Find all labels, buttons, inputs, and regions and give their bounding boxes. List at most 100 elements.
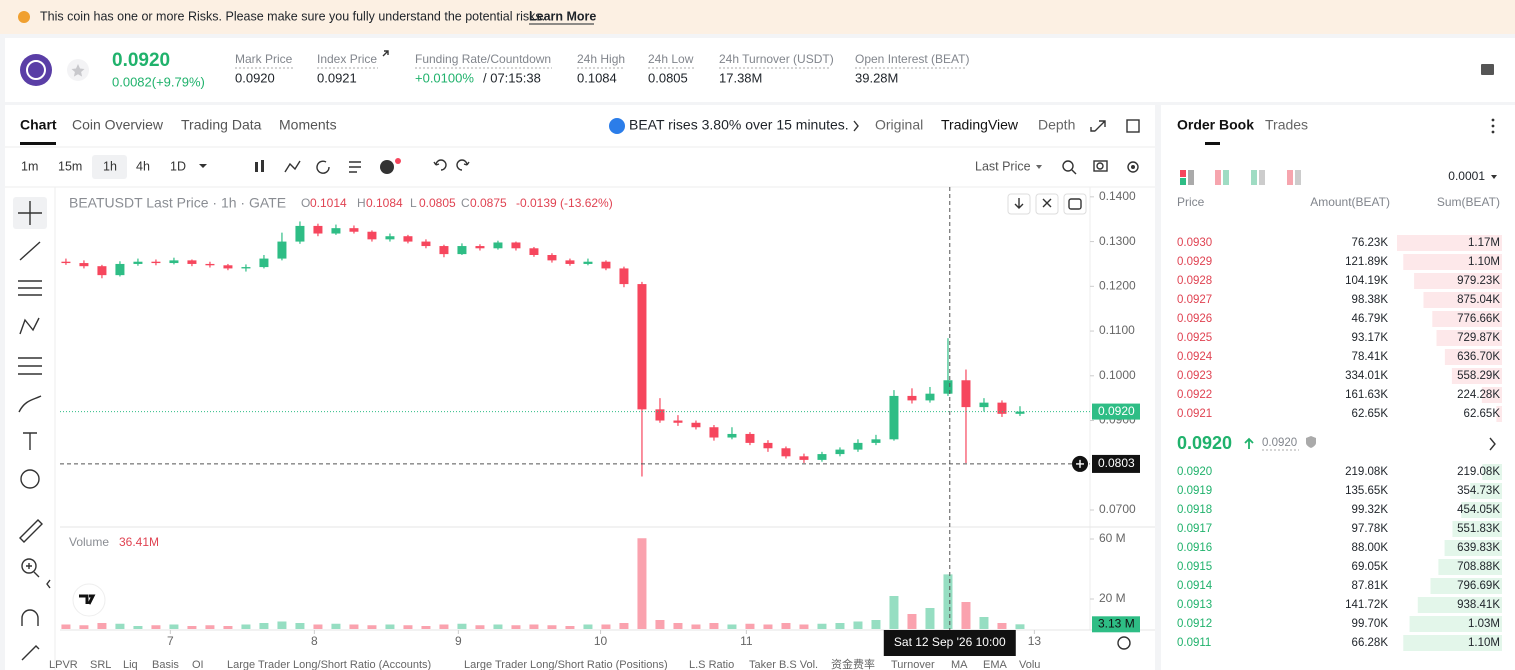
interval[interactable]: 4h [136, 159, 150, 173]
candle-body [169, 260, 179, 264]
interval[interactable]: 1m [21, 159, 38, 173]
indicator-tab[interactable]: SRL [90, 659, 111, 670]
banner-text: This coin has one or more Risks. Please … [40, 9, 545, 23]
indicator-tab[interactable]: Liq [123, 659, 138, 670]
candle-body [691, 422, 701, 428]
settings-icon[interactable] [1117, 636, 1131, 650]
indicator-tab[interactable]: OI [192, 659, 204, 670]
chart-tab[interactable]: Coin Overview [72, 117, 164, 133]
indicator-tab[interactable]: LPVR [49, 659, 78, 670]
tab-indicator [20, 142, 56, 145]
ob-amount: 76.23K [1352, 237, 1389, 249]
indicator-tab[interactable]: MA [951, 659, 968, 670]
ob-amount: 99.70K [1352, 618, 1389, 630]
stat-label: 24h Turnover (USDT) [719, 52, 834, 66]
expand-icon[interactable] [1090, 120, 1106, 132]
up-arrow [1244, 437, 1254, 449]
collapse-arrow[interactable] [46, 579, 51, 589]
view-tab[interactable]: Depth [1038, 117, 1075, 133]
candle-body [61, 261, 71, 264]
ob-header: Amount(BEAT) [1310, 195, 1390, 209]
window-icon[interactable] [1126, 119, 1140, 133]
view-tab[interactable]: TradingView [941, 117, 1019, 133]
indicator-tab[interactable]: Turnover [891, 659, 935, 670]
book-icon[interactable] [1481, 64, 1494, 75]
depth-bar [1432, 311, 1502, 327]
candle-body [997, 402, 1007, 414]
volume-bar [1015, 624, 1025, 629]
volume-bar [979, 617, 989, 629]
candle-body [853, 442, 863, 450]
candle-body [331, 228, 341, 234]
candle-body [403, 236, 413, 242]
candle-body [961, 380, 971, 408]
ob-amount: 97.78K [1352, 523, 1389, 535]
ob-sum: 224.28K [1457, 389, 1500, 401]
candle-body [367, 231, 377, 240]
volume-bar [601, 624, 611, 629]
candle-body [79, 263, 89, 267]
ob-tab[interactable]: Order Book [1177, 117, 1254, 133]
candle-body [115, 263, 125, 276]
volume-bar [673, 623, 683, 629]
indicator-tab[interactable]: EMA [983, 659, 1008, 670]
candle-body [385, 236, 395, 240]
indicator-tab[interactable]: Large Trader Long/Short Ratio (Accounts) [227, 659, 431, 670]
indicator-tab[interactable]: Basis [152, 659, 179, 670]
ob-price: 0.0919 [1177, 485, 1212, 497]
ob-price: 0.0913 [1177, 599, 1212, 611]
volume-bar [745, 623, 755, 629]
legend-buttons[interactable] [1007, 193, 1087, 215]
candle-body [457, 246, 467, 255]
depth-bar [1470, 483, 1502, 499]
candle-body [637, 284, 647, 410]
caret[interactable] [1491, 175, 1497, 179]
candle-body [223, 265, 233, 269]
volume-bar [709, 623, 719, 629]
risk-banner [0, 0, 1515, 34]
view-tab[interactable]: Original [875, 117, 923, 133]
depth-bar [1397, 235, 1502, 251]
chart-tab[interactable]: Trading Data [181, 117, 262, 133]
interval[interactable]: 1h [103, 159, 117, 173]
volume-bar [727, 624, 737, 629]
chart-tab[interactable]: Moments [279, 117, 337, 133]
banner-link[interactable]: Learn More [529, 9, 596, 23]
indicator-tab[interactable]: L.S Ratio [689, 659, 734, 670]
alert-text[interactable]: BEAT rises 3.80% over 15 minutes. [629, 117, 849, 133]
ob-price: 0.0923 [1177, 370, 1212, 382]
ob-sum: 454.05K [1457, 504, 1500, 516]
indicator-tab[interactable]: 资金费率 [831, 657, 875, 670]
indicator-tab[interactable]: Taker B.S Vol. [749, 659, 818, 670]
volume-bar [385, 624, 395, 629]
stat-value: +0.0100% [415, 70, 474, 85]
ob-tab[interactable]: Trades [1265, 117, 1308, 133]
tab-indicator [1205, 142, 1220, 145]
price-type[interactable]: Last Price [975, 159, 1031, 173]
chevron[interactable] [1489, 437, 1496, 451]
candle-body [547, 255, 557, 261]
candle-body [349, 228, 359, 232]
interval[interactable]: 15m [58, 159, 82, 173]
coin-logo [20, 54, 52, 86]
tv-logo[interactable] [72, 583, 106, 617]
legend-title: BEATUSDT Last Price · 1h · GATE [69, 195, 286, 211]
ob-amount: 66.28K [1352, 637, 1389, 649]
candle-body [727, 433, 737, 438]
candle-body [493, 242, 503, 249]
chevron[interactable] [853, 120, 859, 132]
indicator-tab[interactable]: Volu [1019, 659, 1040, 670]
volume-bar [583, 624, 593, 629]
depth-bar [1403, 635, 1502, 651]
interval[interactable]: 1D [170, 159, 186, 173]
kebab-menus[interactable] [1491, 118, 1495, 134]
ob-price: 0.0912 [1177, 618, 1212, 630]
candle-body [745, 433, 755, 443]
indicator-tab[interactable]: Large Trader Long/Short Ratio (Positions… [464, 659, 668, 670]
ob-amount: 78.41K [1352, 351, 1389, 363]
chart-tab[interactable]: Chart [20, 117, 57, 133]
caret[interactable] [199, 164, 207, 168]
ob-layout-icons[interactable] [1180, 170, 1301, 185]
stat-label: Index Price [317, 52, 377, 66]
volume-bar [619, 623, 629, 629]
